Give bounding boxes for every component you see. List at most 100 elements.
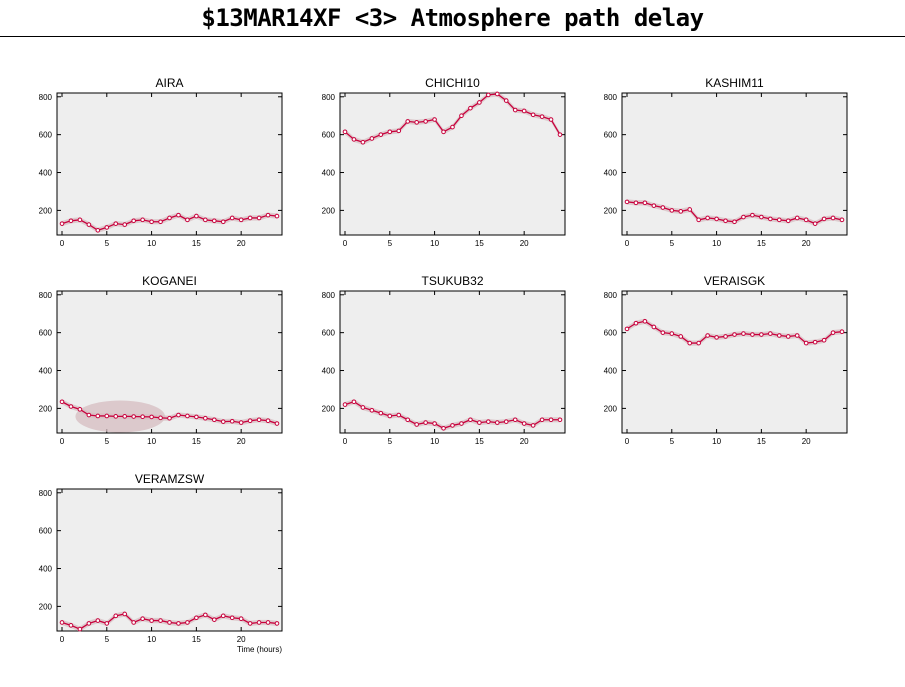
data-point — [59, 221, 65, 226]
data-point — [830, 215, 836, 221]
x-tick-label: 10 — [147, 437, 156, 446]
data-point — [530, 112, 536, 118]
x-tick-label: 15 — [475, 239, 484, 248]
data-point — [167, 620, 172, 625]
data-point — [776, 217, 782, 223]
data-point — [131, 218, 136, 224]
chart-panel-kashim11: KASHIM11 200 400 600 800 0 5 10 15 20 — [604, 76, 848, 248]
panel-title: CHICHI10 — [425, 76, 480, 90]
data-point — [512, 417, 518, 423]
data-point — [185, 217, 190, 223]
y-tick-label: 200 — [604, 404, 618, 413]
y-tick-label: 800 — [39, 93, 53, 102]
data-point — [167, 415, 172, 421]
y-tick-label: 800 — [322, 93, 336, 102]
data-point — [167, 215, 172, 221]
panel-title: AIRA — [155, 76, 183, 90]
data-point — [633, 200, 639, 206]
data-point — [351, 137, 357, 142]
data-point — [414, 422, 419, 427]
data-point — [77, 407, 83, 412]
chart-panel-koganei: KOGANEI 200 400 600 800 0 5 10 15 20 — [39, 274, 283, 446]
x-tick-label: 10 — [712, 239, 721, 248]
data-point — [256, 215, 262, 221]
x-tick-label: 0 — [60, 437, 65, 446]
data-point — [203, 415, 208, 421]
data-point — [176, 212, 181, 218]
x-tick-label: 10 — [430, 239, 439, 248]
data-point — [86, 621, 92, 626]
x-tick-label: 5 — [670, 239, 675, 248]
data-point — [194, 414, 199, 420]
data-point — [557, 132, 563, 137]
x-tick-label: 0 — [343, 437, 348, 446]
data-point — [705, 333, 710, 338]
data-point — [794, 333, 800, 338]
data-point — [548, 417, 554, 423]
data-point — [839, 329, 845, 335]
chart-panel-tsukub32: TSUKUB32 200 400 600 800 0 5 10 15 20 — [322, 274, 566, 446]
data-point — [122, 222, 128, 227]
data-point — [486, 92, 491, 98]
data-point — [149, 618, 154, 623]
data-point — [812, 339, 818, 345]
y-tick-label: 800 — [39, 489, 53, 498]
data-point — [768, 331, 773, 336]
data-point — [104, 225, 110, 230]
data-point — [247, 215, 253, 221]
plot-area — [56, 92, 283, 236]
data-point — [521, 421, 527, 426]
data-point — [238, 420, 244, 425]
data-point — [521, 108, 527, 114]
data-point — [839, 217, 845, 223]
plot-area — [621, 290, 848, 434]
data-point — [247, 418, 253, 423]
data-point — [750, 212, 755, 218]
x-tick-label: 15 — [757, 437, 766, 446]
data-point — [211, 218, 217, 224]
x-tick-label: 20 — [802, 437, 811, 446]
x-tick-label: 15 — [192, 635, 201, 644]
y-tick-label: 600 — [39, 527, 53, 536]
data-point — [360, 405, 366, 410]
data-point — [274, 421, 280, 426]
data-point — [86, 222, 92, 227]
data-point — [122, 611, 128, 617]
data-point — [660, 330, 666, 335]
data-point — [203, 612, 208, 618]
data-point — [185, 413, 190, 419]
data-point — [678, 334, 684, 339]
y-tick-label: 400 — [322, 169, 336, 178]
y-tick-label: 400 — [39, 169, 53, 178]
y-tick-label: 200 — [604, 206, 618, 215]
data-point — [387, 129, 393, 135]
x-tick-label: 20 — [237, 239, 246, 248]
data-point — [759, 214, 764, 220]
data-point — [158, 618, 163, 623]
data-point — [678, 209, 684, 214]
data-point — [530, 423, 536, 428]
data-point — [131, 620, 136, 625]
data-point — [423, 119, 428, 124]
data-point — [803, 340, 809, 346]
panel-title: VERAISGK — [704, 274, 765, 288]
data-point — [687, 340, 693, 346]
x-tick-label: 20 — [237, 635, 246, 644]
data-point — [274, 621, 280, 626]
data-point — [624, 199, 630, 205]
plot-area — [56, 488, 283, 632]
plot-area — [621, 92, 848, 236]
data-point — [104, 621, 110, 626]
data-point — [378, 410, 384, 416]
data-point — [557, 417, 563, 423]
x-tick-label: 0 — [625, 437, 630, 446]
x-axis-label: Time (hours) — [237, 645, 282, 654]
data-point — [256, 417, 262, 423]
data-point — [203, 217, 208, 223]
data-point — [494, 420, 500, 425]
data-point — [803, 217, 809, 223]
x-tick-label: 5 — [105, 635, 110, 644]
x-tick-label: 20 — [520, 239, 529, 248]
data-point — [396, 128, 402, 134]
